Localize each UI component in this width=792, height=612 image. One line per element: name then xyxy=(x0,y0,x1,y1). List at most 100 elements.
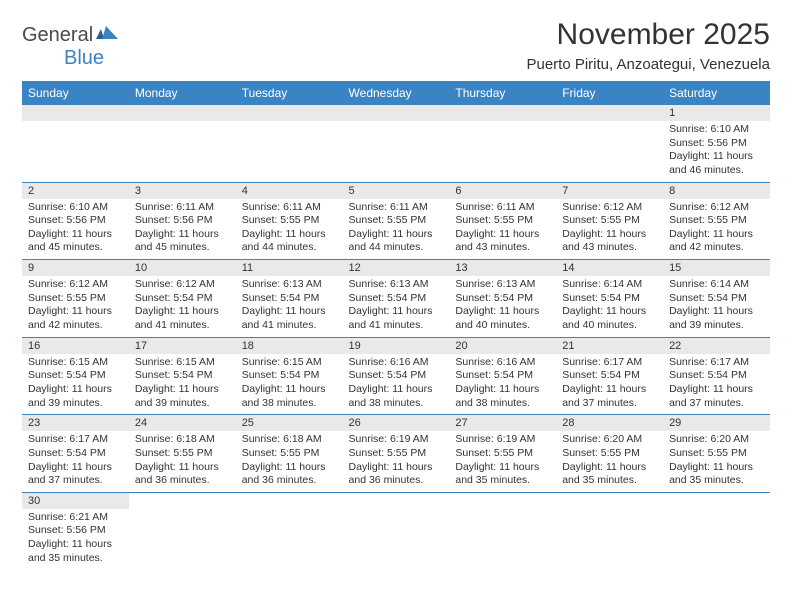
day-data-line: Sunset: 5:54 PM xyxy=(349,369,444,383)
day-data-line: Sunset: 5:55 PM xyxy=(28,292,123,306)
day-data-line: and 42 minutes. xyxy=(28,319,123,333)
calendar-day-cell xyxy=(22,105,129,182)
weekday-header: Thursday xyxy=(449,81,556,105)
day-data-line: Sunrise: 6:18 AM xyxy=(135,433,230,447)
day-data-line: Sunset: 5:56 PM xyxy=(28,214,123,228)
day-sun-data: Sunrise: 6:19 AMSunset: 5:55 PMDaylight:… xyxy=(449,431,556,492)
day-data-line: Sunset: 5:55 PM xyxy=(242,447,337,461)
day-number: 15 xyxy=(663,260,770,276)
day-sun-data: Sunrise: 6:13 AMSunset: 5:54 PMDaylight:… xyxy=(449,276,556,337)
day-data-line: Daylight: 11 hours xyxy=(349,383,444,397)
day-sun-data: Sunrise: 6:12 AMSunset: 5:55 PMDaylight:… xyxy=(556,199,663,260)
calendar-week-row: 1Sunrise: 6:10 AMSunset: 5:56 PMDaylight… xyxy=(22,105,770,182)
day-data-line: Sunrise: 6:12 AM xyxy=(135,278,230,292)
day-data-line: Sunrise: 6:11 AM xyxy=(455,201,550,215)
day-number: 24 xyxy=(129,415,236,431)
day-data-line: Sunrise: 6:15 AM xyxy=(242,356,337,370)
day-sun-data: Sunrise: 6:12 AMSunset: 5:55 PMDaylight:… xyxy=(22,276,129,337)
calendar-week-row: 2Sunrise: 6:10 AMSunset: 5:56 PMDaylight… xyxy=(22,182,770,260)
day-data-line: Daylight: 11 hours xyxy=(669,228,764,242)
day-data-line: Sunrise: 6:15 AM xyxy=(135,356,230,370)
day-data-line: and 38 minutes. xyxy=(242,397,337,411)
day-sun-data: Sunrise: 6:10 AMSunset: 5:56 PMDaylight:… xyxy=(663,121,770,182)
weekday-header: Monday xyxy=(129,81,236,105)
day-data-line: and 36 minutes. xyxy=(349,474,444,488)
calendar-day-cell xyxy=(449,105,556,182)
day-number: 20 xyxy=(449,338,556,354)
day-data-line: Sunset: 5:55 PM xyxy=(242,214,337,228)
calendar-day-cell xyxy=(129,492,236,569)
day-data-line: Sunrise: 6:20 AM xyxy=(669,433,764,447)
title-block: November 2025 Puerto Piritu, Anzoategui,… xyxy=(526,18,770,73)
day-data-line: and 35 minutes. xyxy=(455,474,550,488)
day-data-line: Daylight: 11 hours xyxy=(242,383,337,397)
day-sun-data: Sunrise: 6:11 AMSunset: 5:55 PMDaylight:… xyxy=(449,199,556,260)
day-data-line: Sunrise: 6:10 AM xyxy=(669,123,764,137)
day-data-line: Daylight: 11 hours xyxy=(349,461,444,475)
day-number: 26 xyxy=(343,415,450,431)
day-number: 10 xyxy=(129,260,236,276)
day-data-line: Daylight: 11 hours xyxy=(669,150,764,164)
calendar-day-cell: 27Sunrise: 6:19 AMSunset: 5:55 PMDayligh… xyxy=(449,415,556,493)
day-data-line: Sunrise: 6:17 AM xyxy=(28,433,123,447)
day-data-line: Sunrise: 6:19 AM xyxy=(455,433,550,447)
day-number: 8 xyxy=(663,183,770,199)
weekday-header-row: Sunday Monday Tuesday Wednesday Thursday… xyxy=(22,81,770,105)
day-data-line: Sunset: 5:54 PM xyxy=(455,369,550,383)
day-data-line: Sunset: 5:56 PM xyxy=(28,524,123,538)
calendar-day-cell: 12Sunrise: 6:13 AMSunset: 5:54 PMDayligh… xyxy=(343,260,450,338)
day-data-line: Sunset: 5:56 PM xyxy=(135,214,230,228)
day-data-line: Sunset: 5:55 PM xyxy=(349,447,444,461)
day-data-line: Daylight: 11 hours xyxy=(28,305,123,319)
calendar-day-cell: 2Sunrise: 6:10 AMSunset: 5:56 PMDaylight… xyxy=(22,182,129,260)
day-data-line: Sunset: 5:54 PM xyxy=(28,447,123,461)
day-data-line: and 44 minutes. xyxy=(242,241,337,255)
calendar-day-cell: 7Sunrise: 6:12 AMSunset: 5:55 PMDaylight… xyxy=(556,182,663,260)
day-data-line: Sunrise: 6:13 AM xyxy=(349,278,444,292)
day-data-line: Sunset: 5:54 PM xyxy=(242,292,337,306)
day-data-line: Daylight: 11 hours xyxy=(562,383,657,397)
day-data-line: Daylight: 11 hours xyxy=(135,383,230,397)
calendar-day-cell: 21Sunrise: 6:17 AMSunset: 5:54 PMDayligh… xyxy=(556,337,663,415)
day-number: 23 xyxy=(22,415,129,431)
day-data-line: Sunrise: 6:12 AM xyxy=(669,201,764,215)
day-sun-data: Sunrise: 6:14 AMSunset: 5:54 PMDaylight:… xyxy=(556,276,663,337)
day-data-line: and 38 minutes. xyxy=(349,397,444,411)
calendar-day-cell: 14Sunrise: 6:14 AMSunset: 5:54 PMDayligh… xyxy=(556,260,663,338)
day-number: 18 xyxy=(236,338,343,354)
day-data-line: Daylight: 11 hours xyxy=(562,228,657,242)
calendar-week-row: 23 Sunrise: 6:17 AMSunset: 5:54 PM Dayligh… xyxy=(22,415,770,493)
day-number-bar xyxy=(343,105,450,121)
day-data-line: and 41 minutes. xyxy=(242,319,337,333)
weekday-header: Tuesday xyxy=(236,81,343,105)
day-data-line: Sunset: 5:54 PM xyxy=(562,292,657,306)
day-number: 14 xyxy=(556,260,663,276)
calendar-day-cell: 29Sunrise: 6:20 AMSunset: 5:55 PMDayligh… xyxy=(663,415,770,493)
day-data-line: and 43 minutes. xyxy=(455,241,550,255)
day-sun-data: Sunrise: 6:14 AMSunset: 5:54 PMDaylight:… xyxy=(663,276,770,337)
calendar-day-cell xyxy=(343,105,450,182)
day-number: 4 xyxy=(236,183,343,199)
logo-text-general: General xyxy=(22,24,93,47)
day-data-line: and 41 minutes. xyxy=(135,319,230,333)
day-number-bar xyxy=(22,105,129,121)
day-data-line: Daylight: 11 hours xyxy=(349,228,444,242)
logo: General xyxy=(22,18,120,47)
calendar-day-cell: 28Sunrise: 6:20 AMSunset: 5:55 PMDayligh… xyxy=(556,415,663,493)
calendar-day-cell: 30Sunrise: 6:21 AMSunset: 5:56 PMDayligh… xyxy=(22,492,129,569)
day-data-line: and 42 minutes. xyxy=(669,241,764,255)
day-sun-data: Sunrise: 6:16 AMSunset: 5:54 PMDaylight:… xyxy=(343,354,450,415)
day-number: 17 xyxy=(129,338,236,354)
day-number: 16 xyxy=(22,338,129,354)
day-data-line: Sunrise: 6:10 AM xyxy=(28,201,123,215)
weekday-header: Sunday xyxy=(22,81,129,105)
calendar-day-cell: 15Sunrise: 6:14 AMSunset: 5:54 PMDayligh… xyxy=(663,260,770,338)
day-data-line: and 38 minutes. xyxy=(455,397,550,411)
calendar-day-cell: 24Sunrise: 6:18 AMSunset: 5:55 PMDayligh… xyxy=(129,415,236,493)
day-data-line: Sunrise: 6:21 AM xyxy=(28,511,123,525)
day-data-line: Sunset: 5:55 PM xyxy=(455,447,550,461)
calendar-day-cell: 18Sunrise: 6:15 AMSunset: 5:54 PMDayligh… xyxy=(236,337,343,415)
day-sun-data: Sunrise: 6:21 AMSunset: 5:56 PMDaylight:… xyxy=(22,509,129,570)
day-data-line: Daylight: 11 hours xyxy=(455,461,550,475)
day-sun-data: Sunrise: 6:11 AMSunset: 5:56 PMDaylight:… xyxy=(129,199,236,260)
